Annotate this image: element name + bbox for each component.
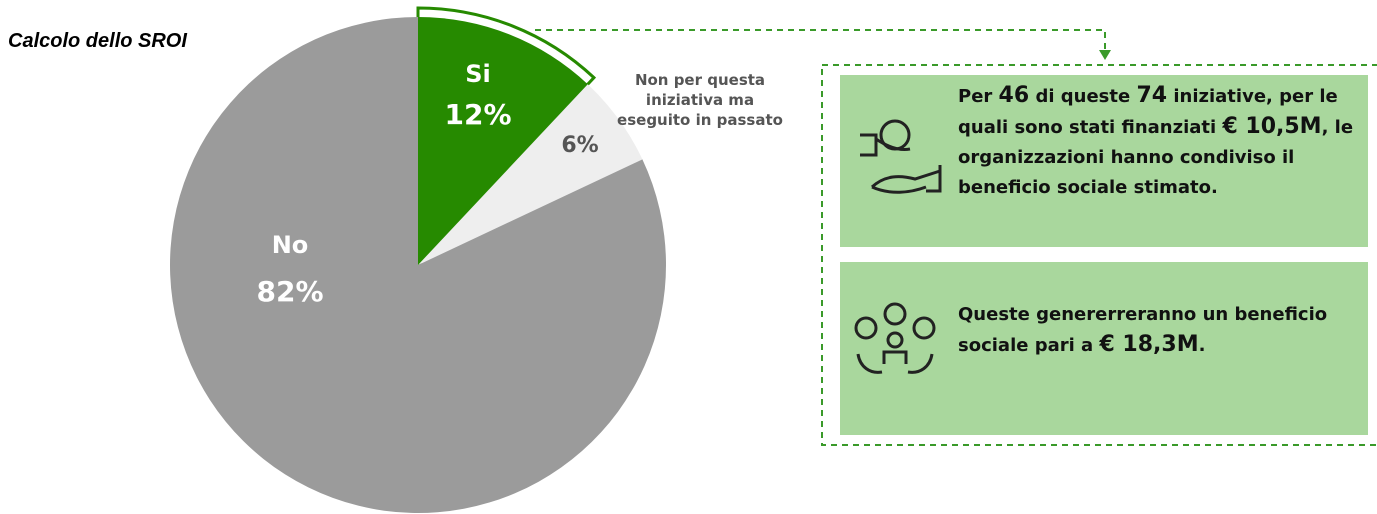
money-hand-icon [860, 119, 942, 194]
dashed-box [821, 64, 1377, 446]
panel: Queste genererreranno un beneficio socia… [840, 262, 1368, 435]
text-part: . [1198, 335, 1206, 356]
value-label: 12% [444, 98, 511, 131]
slice-outline [416, 6, 597, 269]
panel: Per 46 di queste 74 iniziative, per le q… [840, 75, 1368, 247]
highlight: € 18,3M [1099, 332, 1199, 357]
pie-slice [418, 17, 588, 265]
text-part: , le organizzazioni hanno condiviso il b… [958, 117, 1354, 198]
value-label: 6% [561, 133, 598, 158]
value-label: 82% [256, 275, 323, 308]
text-part: Queste genererreranno un beneficio socia… [958, 304, 1328, 356]
slice-label: Si [465, 60, 491, 88]
slice-label: No [272, 231, 309, 259]
text-part: di queste [1029, 86, 1137, 107]
benefit-icon [854, 302, 936, 374]
text-part: iniziative, per le quali sono stati fina… [958, 86, 1338, 138]
text-part: Per [958, 86, 999, 107]
highlight: 46 [998, 83, 1030, 108]
arrow [1099, 50, 1111, 60]
pie: Si 12% 6% No 82% [169, 6, 666, 513]
connector [535, 29, 1106, 52]
pie-slice [169, 17, 666, 513]
panel-text: Per 46 di queste 74 iniziative, per le q… [958, 81, 1354, 203]
highlight: 74 [1136, 83, 1168, 108]
pie-slice [418, 84, 643, 265]
chart-title: Calcolo dello SROI [8, 30, 187, 52]
panel-text: Queste genererreranno un beneficio socia… [958, 300, 1354, 361]
highlight: € 10,5M [1222, 114, 1322, 139]
outside-label: Non per questa iniziativa ma eseguito in… [617, 71, 783, 129]
